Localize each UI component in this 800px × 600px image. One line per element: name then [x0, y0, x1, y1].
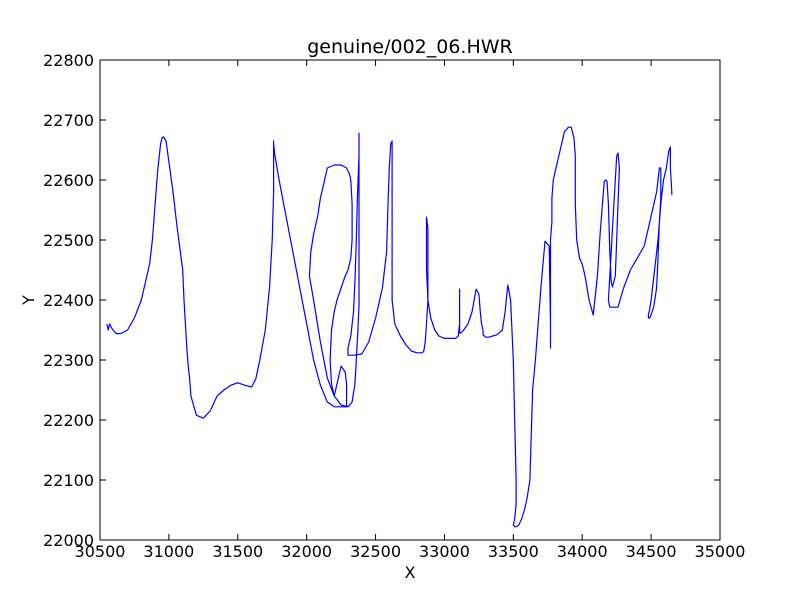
y-axis-label: Y [19, 295, 38, 306]
chart-title: genuine/002_06.HWR [307, 36, 513, 58]
ticks-layer: 30500 31000 31500 32000 32500 33000 33500 34000… [43, 51, 745, 561]
x-tick-label: 31000 [143, 542, 194, 561]
x-tick-label: 32500 [350, 542, 401, 561]
x-tick-label: 33500 [488, 542, 539, 561]
y-tick-label: 22100 [43, 471, 94, 490]
x-tick-label: 32000 [281, 542, 332, 561]
plot-content [106, 126, 673, 528]
x-axis-label: X [405, 563, 416, 582]
y-tick-label: 22200 [43, 411, 94, 430]
x-tick-label: 33000 [419, 542, 470, 561]
y-tick-label: 22800 [43, 51, 94, 70]
y-tick-label: 22600 [43, 171, 94, 190]
x-tick-label: 31500 [212, 542, 263, 561]
y-tick-label: 22000 [43, 531, 94, 550]
plot-frame [99, 59, 721, 541]
x-tick-label: 34500 [626, 542, 677, 561]
y-tick-label: 22700 [43, 111, 94, 130]
y-tick-label: 22400 [43, 291, 94, 310]
x-tick-label: 34000 [557, 542, 608, 561]
y-tick-label: 22500 [43, 231, 94, 250]
y-tick-label: 22300 [43, 351, 94, 370]
x-tick-label: 30500 [75, 542, 126, 561]
x-tick-label: 35000 [695, 542, 746, 561]
series-line [106, 126, 673, 528]
